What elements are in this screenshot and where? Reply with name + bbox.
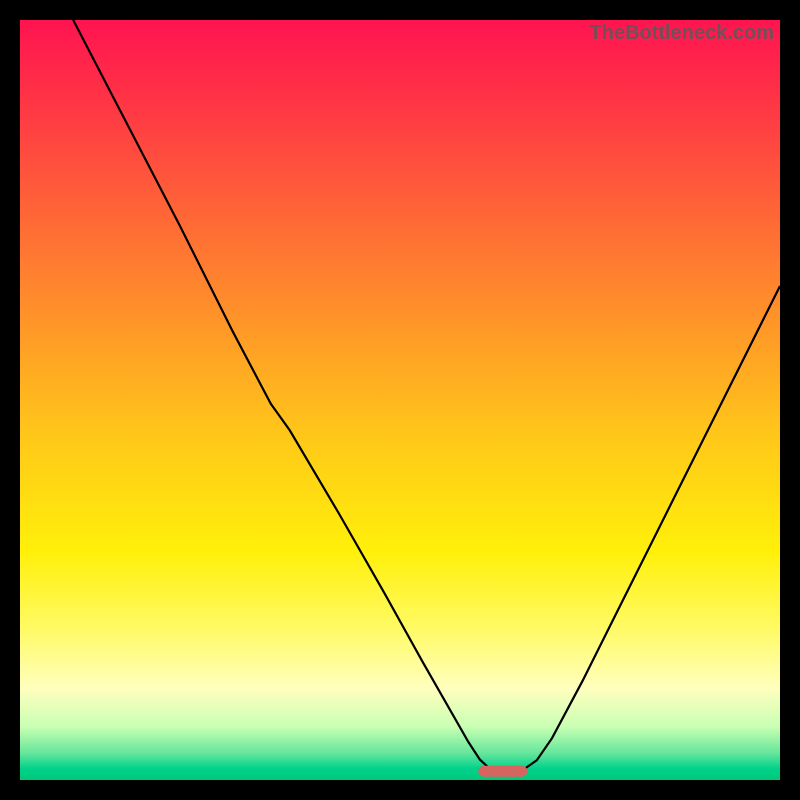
chart-container: TheBottleneck.com <box>0 0 800 800</box>
plot-area: TheBottleneck.com <box>20 20 780 780</box>
curve-layer <box>20 20 780 780</box>
bottleneck-curve <box>73 20 780 774</box>
watermark-text: TheBottleneck.com <box>590 22 774 45</box>
optimal-marker <box>478 766 527 777</box>
